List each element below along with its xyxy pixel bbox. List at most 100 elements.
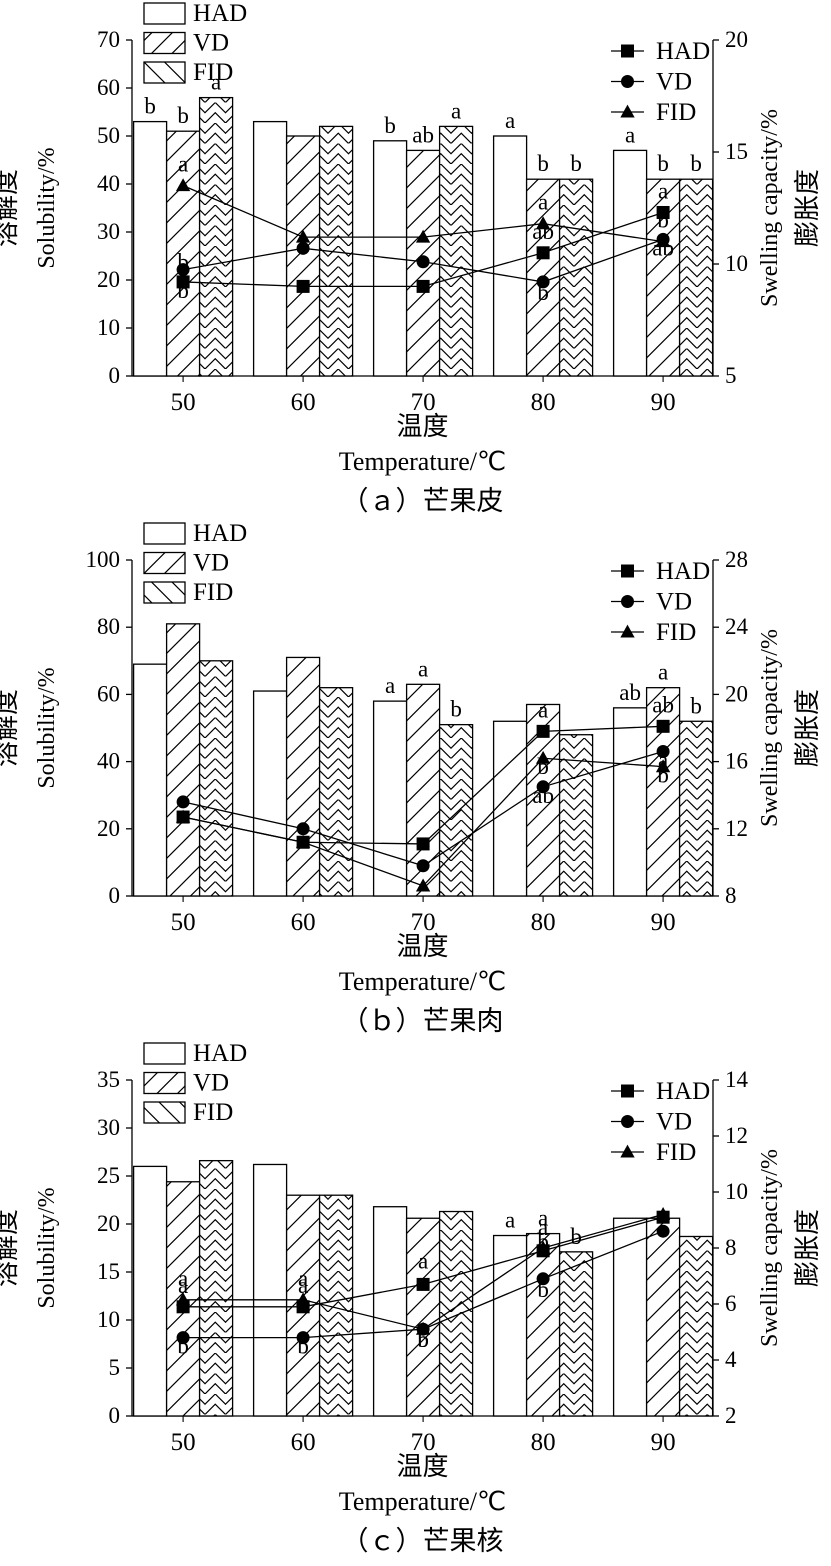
svg-text:b: b bbox=[417, 1327, 429, 1352]
svg-text:a: a bbox=[451, 98, 461, 123]
svg-text:80: 80 bbox=[531, 909, 556, 936]
svg-text:b: b bbox=[657, 763, 669, 788]
svg-text:膨胀度: 膨胀度 bbox=[793, 689, 822, 767]
svg-text:60: 60 bbox=[97, 681, 120, 706]
svg-text:50: 50 bbox=[171, 389, 196, 416]
svg-text:溶解度: 溶解度 bbox=[0, 169, 21, 247]
svg-text:8: 8 bbox=[725, 1235, 737, 1260]
svg-text:b: b bbox=[537, 1277, 549, 1302]
svg-text:HAD: HAD bbox=[656, 1078, 710, 1105]
svg-text:a: a bbox=[418, 1248, 428, 1273]
svg-text:FID: FID bbox=[656, 619, 696, 646]
svg-text:10: 10 bbox=[97, 315, 120, 340]
svg-text:10: 10 bbox=[725, 251, 748, 276]
svg-text:b: b bbox=[177, 250, 189, 275]
svg-text:a: a bbox=[178, 1266, 188, 1291]
svg-text:0: 0 bbox=[109, 363, 121, 388]
svg-text:b: b bbox=[570, 151, 582, 176]
svg-text:0: 0 bbox=[109, 883, 121, 908]
svg-text:80: 80 bbox=[531, 1429, 556, 1456]
svg-text:FID: FID bbox=[656, 99, 696, 126]
svg-text:60: 60 bbox=[291, 909, 316, 936]
svg-text:Swelling capacity/%: Swelling capacity/% bbox=[757, 1149, 783, 1347]
svg-text:b: b bbox=[690, 693, 702, 718]
svg-text:a: a bbox=[418, 656, 428, 681]
svg-text:a: a bbox=[211, 70, 221, 95]
svg-text:60: 60 bbox=[291, 1429, 316, 1456]
svg-text:35: 35 bbox=[97, 1067, 120, 1092]
svg-text:温度: 温度 bbox=[396, 412, 448, 441]
svg-text:14: 14 bbox=[725, 1067, 749, 1092]
svg-text:FID: FID bbox=[656, 1139, 696, 1166]
svg-text:90: 90 bbox=[651, 1429, 676, 1456]
svg-text:50: 50 bbox=[171, 909, 196, 936]
svg-text:Solubility/%: Solubility/% bbox=[34, 147, 60, 268]
svg-text:（ｂ）芒果肉: （ｂ）芒果肉 bbox=[342, 1006, 504, 1036]
svg-text:Swelling capacity/%: Swelling capacity/% bbox=[757, 109, 783, 307]
svg-text:90: 90 bbox=[651, 909, 676, 936]
svg-text:温度: 温度 bbox=[396, 932, 448, 961]
svg-text:ab: ab bbox=[652, 235, 674, 260]
svg-text:6: 6 bbox=[725, 1291, 737, 1316]
svg-text:a: a bbox=[538, 190, 548, 215]
svg-text:b: b bbox=[450, 697, 462, 722]
svg-text:70: 70 bbox=[97, 27, 120, 52]
svg-text:60: 60 bbox=[291, 389, 316, 416]
svg-text:ab: ab bbox=[619, 680, 641, 705]
svg-text:5: 5 bbox=[109, 1355, 121, 1380]
svg-text:a: a bbox=[625, 122, 635, 147]
svg-text:膨胀度: 膨胀度 bbox=[793, 1209, 822, 1287]
svg-text:HAD: HAD bbox=[193, 520, 247, 547]
svg-text:（ｃ）芒果核: （ｃ）芒果核 bbox=[342, 1526, 504, 1556]
svg-text:90: 90 bbox=[651, 389, 676, 416]
svg-text:b: b bbox=[177, 278, 189, 303]
svg-text:25: 25 bbox=[97, 1163, 120, 1188]
svg-text:溶解度: 溶解度 bbox=[0, 689, 21, 767]
svg-text:15: 15 bbox=[725, 139, 748, 164]
svg-text:VD: VD bbox=[656, 1109, 692, 1136]
svg-text:b: b bbox=[570, 1224, 582, 1249]
svg-text:Swelling capacity/%: Swelling capacity/% bbox=[757, 629, 783, 827]
svg-text:HAD: HAD bbox=[656, 558, 710, 585]
svg-text:30: 30 bbox=[97, 219, 120, 244]
svg-text:50: 50 bbox=[97, 123, 120, 148]
svg-text:温度: 温度 bbox=[396, 1452, 448, 1481]
svg-text:膨胀度: 膨胀度 bbox=[793, 169, 822, 247]
svg-text:20: 20 bbox=[97, 267, 120, 292]
svg-text:ab: ab bbox=[652, 692, 674, 717]
svg-text:b: b bbox=[657, 208, 669, 233]
svg-text:ab: ab bbox=[532, 783, 554, 808]
svg-text:ab: ab bbox=[412, 122, 434, 147]
svg-text:a: a bbox=[505, 1208, 515, 1233]
svg-text:10: 10 bbox=[725, 1179, 748, 1204]
svg-text:Temperature/℃: Temperature/℃ bbox=[339, 447, 506, 476]
svg-text:30: 30 bbox=[97, 1115, 120, 1140]
svg-text:（ａ）芒果皮: （ａ）芒果皮 bbox=[342, 486, 504, 516]
svg-text:VD: VD bbox=[193, 550, 229, 577]
svg-text:100: 100 bbox=[86, 547, 121, 572]
svg-text:80: 80 bbox=[531, 389, 556, 416]
svg-text:12: 12 bbox=[725, 1123, 748, 1148]
svg-text:b: b bbox=[657, 151, 669, 176]
svg-text:HAD: HAD bbox=[656, 38, 710, 65]
svg-text:a: a bbox=[658, 178, 668, 203]
svg-text:28: 28 bbox=[725, 547, 748, 572]
svg-text:b: b bbox=[177, 1334, 189, 1359]
svg-text:a: a bbox=[298, 1266, 308, 1291]
svg-text:a: a bbox=[538, 697, 548, 722]
svg-text:FID: FID bbox=[193, 579, 233, 606]
svg-text:b: b bbox=[384, 113, 396, 138]
svg-text:a: a bbox=[385, 673, 395, 698]
svg-text:b: b bbox=[537, 754, 549, 779]
svg-text:b: b bbox=[537, 1229, 549, 1254]
svg-text:Solubility/%: Solubility/% bbox=[34, 667, 60, 788]
svg-text:40: 40 bbox=[97, 171, 120, 196]
svg-text:20: 20 bbox=[97, 816, 120, 841]
svg-text:8: 8 bbox=[725, 883, 737, 908]
svg-text:2: 2 bbox=[725, 1403, 737, 1428]
svg-text:VD: VD bbox=[656, 589, 692, 616]
svg-text:a: a bbox=[658, 660, 668, 685]
svg-text:24: 24 bbox=[725, 614, 749, 639]
svg-text:a: a bbox=[178, 152, 188, 177]
svg-text:b: b bbox=[297, 1334, 309, 1359]
